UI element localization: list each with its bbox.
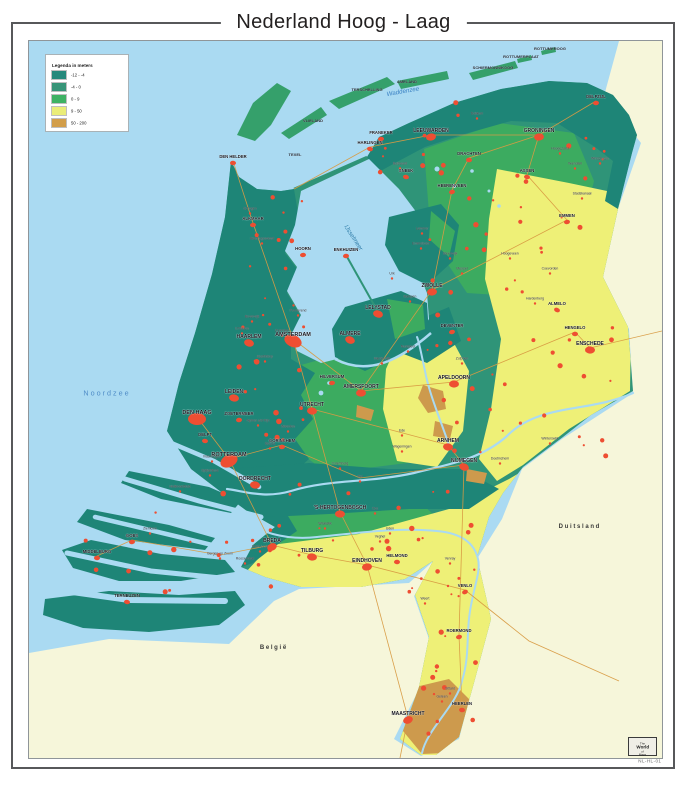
legend-swatch [51,118,67,128]
netherlands-map-canvas [29,41,662,758]
veluwemeer [334,332,432,368]
legend-row: 50 - 200 [51,117,122,129]
wadden-islands [237,47,556,141]
legend-range-label: 9 - 50 [71,108,82,114]
page-title: Nederland Hoog - Laag [220,11,467,33]
legend-row: -12 - -4 [51,69,122,81]
urban-areas [83,100,615,736]
logo-line-1: The [639,741,646,745]
legend-title: Legenda in meters [52,63,93,69]
legend-swatch [51,70,67,80]
logo-line-3: of Maps [638,749,647,756]
map-code: NL-HL-01 [637,759,661,764]
legend-range-label: 0 - 9 [71,96,80,102]
afsluitdijk [293,155,368,191]
legend-range-label: -4 - 0 [71,84,81,90]
legend-swatch [51,82,67,92]
legend-row: 0 - 9 [51,93,122,105]
publisher-logo: The World of Maps [628,737,657,756]
legend-row: -4 - 0 [51,81,122,93]
legend-box: Legenda in meters -12 - -4 -4 - 0 0 - 9 9 -… [45,54,129,132]
legend-range-label: -12 - -4 [71,72,85,78]
legend-range-label: 50 - 200 [71,120,87,126]
rivers [225,336,635,754]
map-panel: DEN HELDER ALKMAAR HOORN ENKHUIZEN HAARLEM AM… [28,40,663,759]
legend-swatch [51,106,67,116]
legend-row: 9 - 50 [51,105,122,117]
foreign-land-germany-belgium [29,41,662,758]
legend-swatch [51,94,67,104]
logo-line-2: World [636,745,650,750]
houtribdijk [345,254,379,313]
